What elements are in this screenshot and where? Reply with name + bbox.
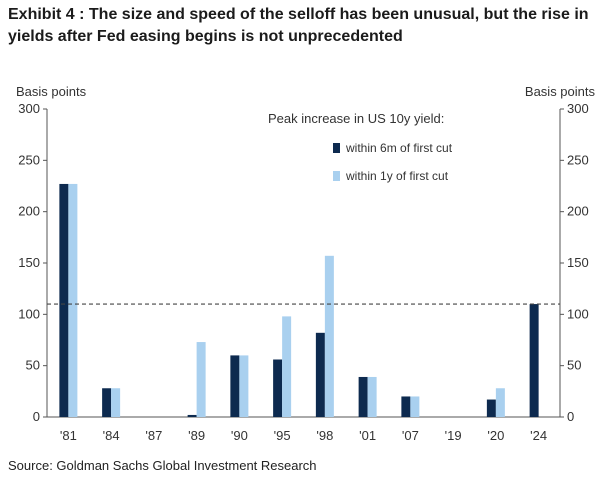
source-note: Source: Goldman Sachs Global Investment … bbox=[8, 458, 317, 473]
y-tick-label-right: 150 bbox=[567, 255, 589, 270]
x-tick-label: '01 bbox=[359, 428, 376, 443]
bar-1y bbox=[495, 388, 505, 417]
y-tick-label-right: 0 bbox=[567, 409, 574, 424]
legend-swatch-6m bbox=[333, 143, 340, 153]
y-tick-label-right: 50 bbox=[567, 358, 581, 373]
y-tick-label-left: 100 bbox=[18, 306, 40, 321]
y-tick-label-left: 0 bbox=[33, 409, 40, 424]
bar-1y bbox=[324, 255, 334, 417]
bar-6m bbox=[486, 399, 496, 417]
bar-6m bbox=[273, 359, 283, 417]
x-tick-label: '95 bbox=[274, 428, 291, 443]
x-tick-label: '90 bbox=[231, 428, 248, 443]
y-axis-label-right: Basis points bbox=[525, 84, 596, 99]
y-tick-label-right: 200 bbox=[567, 204, 589, 219]
bar-6m bbox=[59, 183, 69, 417]
plot-area bbox=[46, 109, 561, 418]
legend-title: Peak increase in US 10y yield: bbox=[268, 111, 444, 126]
bar-6m bbox=[102, 388, 112, 417]
bar-6m bbox=[230, 355, 240, 417]
legend-label-1y: within 1y of first cut bbox=[345, 169, 449, 183]
bars bbox=[59, 183, 539, 417]
bar-1y bbox=[410, 396, 420, 417]
y-tick-label-right: 250 bbox=[567, 152, 589, 167]
bar-6m bbox=[529, 304, 539, 417]
x-tick-label: '19 bbox=[445, 428, 462, 443]
x-tick-label: '81 bbox=[60, 428, 77, 443]
y-tick-label-right: 100 bbox=[567, 306, 589, 321]
y-tick-label-left: 150 bbox=[18, 255, 40, 270]
y-tick-label-left: 200 bbox=[18, 204, 40, 219]
bar-1y bbox=[68, 183, 78, 417]
x-tick-label: '84 bbox=[103, 428, 120, 443]
y-tick-label-left: 300 bbox=[18, 101, 40, 116]
chart-title: Exhibit 4 : The size and speed of the se… bbox=[8, 6, 589, 45]
x-tick-label: '24 bbox=[530, 428, 547, 443]
y-tick-label-left: 250 bbox=[18, 152, 40, 167]
bar-1y bbox=[239, 355, 249, 417]
y-tick-label-left: 50 bbox=[26, 358, 40, 373]
x-tick-label: '20 bbox=[487, 428, 504, 443]
ticks: '81 '84 '87 '89 '90 '95 '98 '01 '07 '19 '20 '24 0 0 50… bbox=[18, 101, 588, 443]
y-axis-label-left: Basis points bbox=[16, 84, 87, 99]
y-tick-label-right: 300 bbox=[567, 101, 589, 116]
x-tick-label: '07 bbox=[402, 428, 419, 443]
bar-6m bbox=[358, 376, 368, 417]
legend: Peak increase in US 10y yield: within 6m… bbox=[268, 111, 453, 183]
bar-6m bbox=[187, 414, 197, 417]
bar-6m bbox=[401, 396, 411, 417]
x-tick-label: '98 bbox=[316, 428, 333, 443]
bar-1y bbox=[367, 376, 377, 417]
legend-swatch-1y bbox=[333, 171, 340, 181]
bar-1y bbox=[196, 342, 206, 417]
x-tick-label: '89 bbox=[188, 428, 205, 443]
legend-label-6m: within 6m of first cut bbox=[345, 141, 453, 155]
bar-1y bbox=[111, 388, 121, 417]
bar-1y bbox=[282, 316, 292, 417]
x-tick-label: '87 bbox=[145, 428, 162, 443]
bar-6m bbox=[315, 332, 325, 417]
